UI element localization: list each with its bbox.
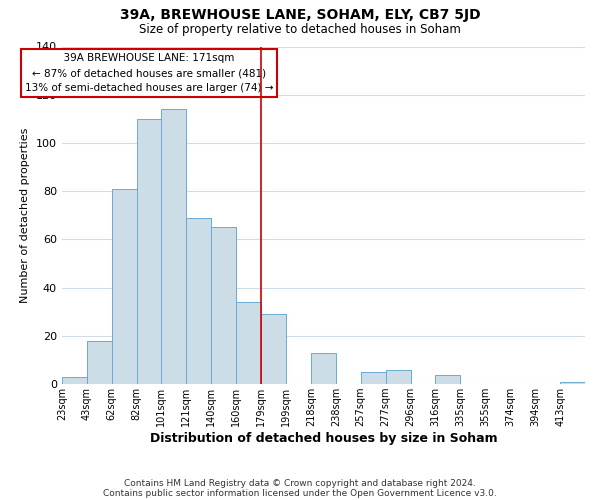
Bar [187,218,211,384]
Text: 39A, BREWHOUSE LANE, SOHAM, ELY, CB7 5JD: 39A, BREWHOUSE LANE, SOHAM, ELY, CB7 5JD [119,8,481,22]
Bar [211,228,236,384]
Bar [436,374,460,384]
Bar [62,377,86,384]
Text: Contains HM Land Registry data © Crown copyright and database right 2024.: Contains HM Land Registry data © Crown c… [124,478,476,488]
Bar [236,302,261,384]
Bar [137,119,161,384]
Text: Size of property relative to detached houses in Soham: Size of property relative to detached ho… [139,22,461,36]
Text: 39A BREWHOUSE LANE: 171sqm  
← 87% of detached houses are smaller (481)
13% of s: 39A BREWHOUSE LANE: 171sqm ← 87% of deta… [25,53,273,93]
Text: Contains public sector information licensed under the Open Government Licence v3: Contains public sector information licen… [103,488,497,498]
Bar [560,382,585,384]
X-axis label: Distribution of detached houses by size in Soham: Distribution of detached houses by size … [149,432,497,445]
Bar [86,341,112,384]
Y-axis label: Number of detached properties: Number of detached properties [20,128,30,303]
Bar [161,109,187,384]
Bar [311,353,336,384]
Bar [261,314,286,384]
Bar [386,370,410,384]
Bar [361,372,386,384]
Bar [112,189,137,384]
